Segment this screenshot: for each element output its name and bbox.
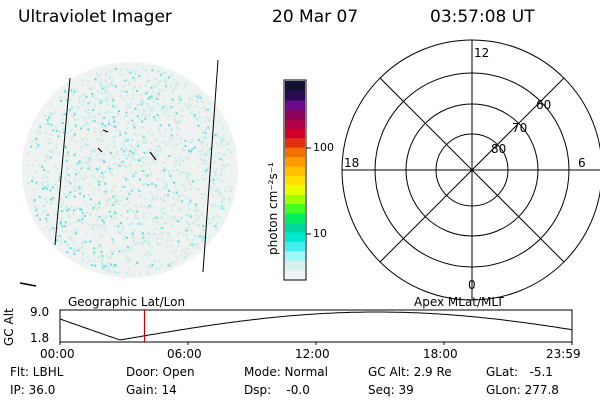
colorbar-segment: [285, 147, 305, 158]
status-glat: GLat: -5.1: [486, 365, 553, 379]
colorbar-segment: [285, 128, 305, 139]
x-tick-1200: 12:00: [295, 347, 330, 361]
x-tick-0000: 00:00: [40, 347, 75, 361]
mlt-label-12: 12: [474, 46, 490, 60]
status-filter: Flt: LBHL: [10, 365, 64, 379]
instrument-title: Ultraviolet Imager: [18, 7, 172, 27]
colorbar-segment: [285, 213, 305, 224]
status-gcalt: GC Alt: 2.9 Re: [368, 365, 452, 379]
colorbar-segment: [285, 231, 305, 242]
colorbar-segment: [285, 90, 305, 101]
y-tick-bottom: 1.8: [30, 331, 50, 345]
colorbar-segment: [285, 241, 305, 252]
mlt-label-6: 6: [578, 156, 586, 170]
colorbar-segment: [285, 137, 305, 148]
colorbar-segment: [285, 109, 305, 120]
colorbar-segment: [285, 165, 305, 176]
lat-label-70: 70: [512, 121, 528, 135]
colorbar-tick-10: 10: [313, 227, 327, 240]
geographic-label: Geographic Lat/Lon: [68, 295, 186, 309]
date-label: 20 Mar 07: [272, 7, 359, 27]
colorbar-segment: [285, 156, 305, 167]
mlt-label-18: 18: [344, 156, 360, 170]
altitude-timeline: [59, 309, 573, 345]
colorbar-segment: [285, 260, 305, 271]
x-tick-1800: 18:00: [423, 347, 458, 361]
lat-label-60: 60: [536, 98, 552, 112]
status-dsp: Dsp: -0.0: [244, 383, 310, 397]
colorbar-segment: [285, 250, 305, 261]
status-seq: Seq: 39: [368, 383, 414, 397]
meridian-line-right: [202, 59, 219, 273]
mlt-label-0: 0: [468, 278, 476, 292]
colorbar-segment: [285, 184, 305, 195]
x-tick-0600: 06:00: [167, 347, 202, 361]
gc-alt-axis-label: GC Alt: [2, 308, 16, 346]
colorbar-segment: [285, 81, 305, 92]
apex-label: Apex MLat/MLT: [414, 295, 504, 309]
colorbar-segment: [285, 175, 305, 186]
y-tick-top: 9.0: [30, 305, 50, 319]
meridian-line-left: [54, 77, 71, 246]
time-label: 03:57:08 UT: [430, 7, 535, 27]
colorbar-segment: [285, 222, 305, 233]
status-gain: Gain: 14: [126, 383, 177, 397]
colorbar-unit-label: photon cm⁻²s⁻¹: [266, 162, 280, 255]
colorbar-segment: [285, 118, 305, 129]
polar-plot: [341, 39, 600, 301]
colorbar-segment: [285, 99, 305, 110]
colorbar-segment: [285, 203, 305, 214]
status-mode: Mode: Normal: [244, 365, 328, 379]
status-glon: GLon: 277.8: [486, 383, 559, 397]
colorbar-segment: [285, 194, 305, 205]
lat-label-80: 80: [491, 142, 507, 156]
colorbar: [283, 79, 311, 281]
x-tick-2359: 23:59: [546, 347, 581, 361]
terminator-tick: [19, 282, 37, 287]
earth-image: [19, 59, 238, 287]
status-door: Door: Open: [126, 365, 195, 379]
status-ip: IP: 36.0: [10, 383, 56, 397]
colorbar-segment: [285, 269, 305, 280]
colorbar-tick-100: 100: [313, 141, 334, 154]
